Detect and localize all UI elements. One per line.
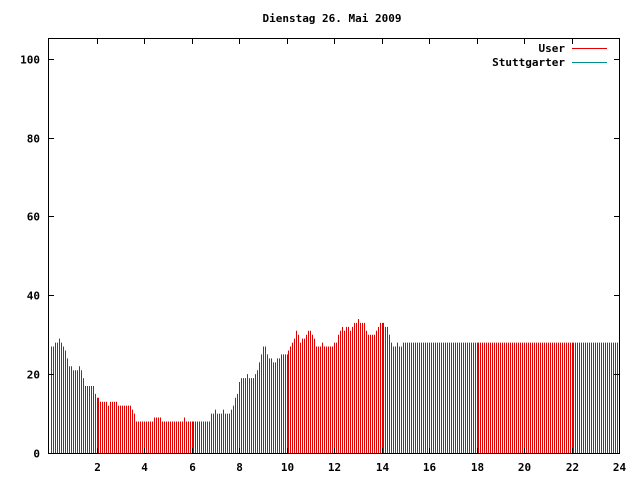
y-tick-label: 80	[27, 133, 40, 146]
y-tick-label: 40	[27, 290, 40, 303]
x-tick-label: 6	[189, 461, 196, 474]
legend-label-user: User	[539, 42, 566, 55]
x-tick-label: 16	[423, 461, 437, 474]
x-tick-label: 20	[518, 461, 531, 474]
y-tick-label: 20	[27, 369, 40, 382]
x-tick-label: 22	[566, 461, 579, 474]
x-tick-label: 12	[328, 461, 341, 474]
bars-group	[51, 318, 620, 453]
x-tick-label: 24	[613, 461, 627, 474]
x-tick-label: 4	[141, 461, 148, 474]
chart-title: Dienstag 26. Mai 2009	[262, 12, 401, 25]
y-axis: 0 20 40 60 80 100	[20, 54, 619, 461]
x-tick-label: 2	[94, 461, 101, 474]
x-tick-label: 14	[376, 461, 390, 474]
y-tick-label: 0	[33, 448, 40, 461]
x-axis: 2 4 6 8 10 12 14 16 18 20 22 24	[94, 39, 626, 474]
y-tick-label: 100	[20, 54, 40, 67]
plot-frame	[48, 38, 620, 454]
x-tick-label: 8	[236, 461, 243, 474]
x-tick-label: 10	[281, 461, 294, 474]
y-tick-label: 60	[27, 211, 40, 224]
legend: User Stuttgarter	[492, 42, 607, 69]
legend-label-stuttgarter: Stuttgarter	[492, 56, 565, 69]
x-tick-label: 18	[471, 461, 484, 474]
